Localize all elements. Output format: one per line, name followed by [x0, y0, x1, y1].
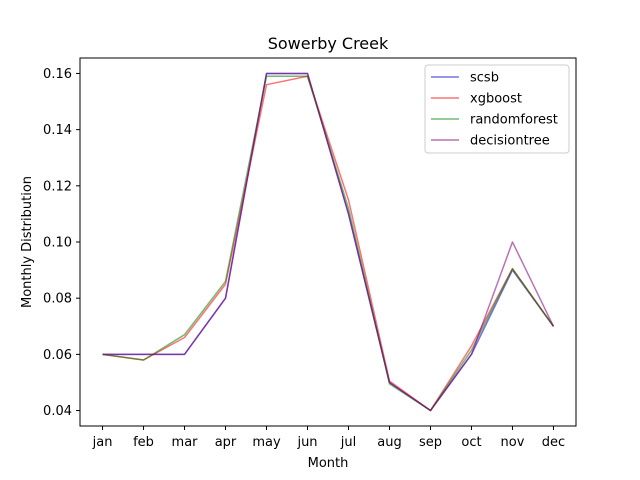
x-tick-label: oct — [461, 435, 481, 450]
legend-box — [424, 64, 570, 154]
y-tick-label: 0.04 — [43, 404, 72, 419]
y-tick-label: 0.08 — [43, 292, 72, 307]
legend: scsb xgboost randomforest decisiontree — [424, 64, 570, 154]
x-tick-label: jan — [92, 435, 113, 450]
series-lines — [102, 72, 555, 412]
legend-label-decisiontree: decisiontree — [470, 134, 550, 149]
y-tick-label: 0.16 — [43, 67, 72, 82]
x-tick-label: feb — [133, 435, 154, 450]
y-axis-label: Monthly Distribution — [20, 176, 35, 308]
y-tick-label: 0.06 — [43, 348, 72, 363]
x-tick-label: may — [252, 435, 281, 450]
y-tick-label: 0.10 — [43, 236, 72, 251]
x-tick-label: apr — [215, 435, 237, 450]
series-line-xgboost — [102, 75, 555, 412]
x-tick-label: mar — [172, 435, 199, 450]
x-tick-label: aug — [377, 435, 401, 450]
plot-frame — [79, 57, 577, 427]
legend-label-randomforest: randomforest — [470, 113, 558, 128]
x-tick-label: jul — [340, 435, 356, 450]
x-tick-label: nov — [501, 435, 525, 450]
x-tick-label: sep — [419, 435, 442, 450]
legend-label-scsb: scsb — [470, 71, 499, 86]
x-axis: jan feb mar apr may jun jul aug sep oct nov dec — [92, 426, 565, 450]
series-line-decisiontree — [102, 72, 555, 412]
x-tick-label: jun — [296, 435, 317, 450]
y-tick-label: 0.12 — [43, 179, 72, 194]
legend-label-xgboost: xgboost — [470, 92, 522, 107]
y-tick-label: 0.14 — [43, 123, 72, 138]
x-tick-label: dec — [542, 435, 565, 450]
y-axis: 0.04 0.06 0.08 0.10 0.12 0.14 0.16 — [43, 67, 80, 419]
x-axis-label: Month — [308, 456, 349, 471]
chart-title: Sowerby Creek — [268, 34, 389, 53]
